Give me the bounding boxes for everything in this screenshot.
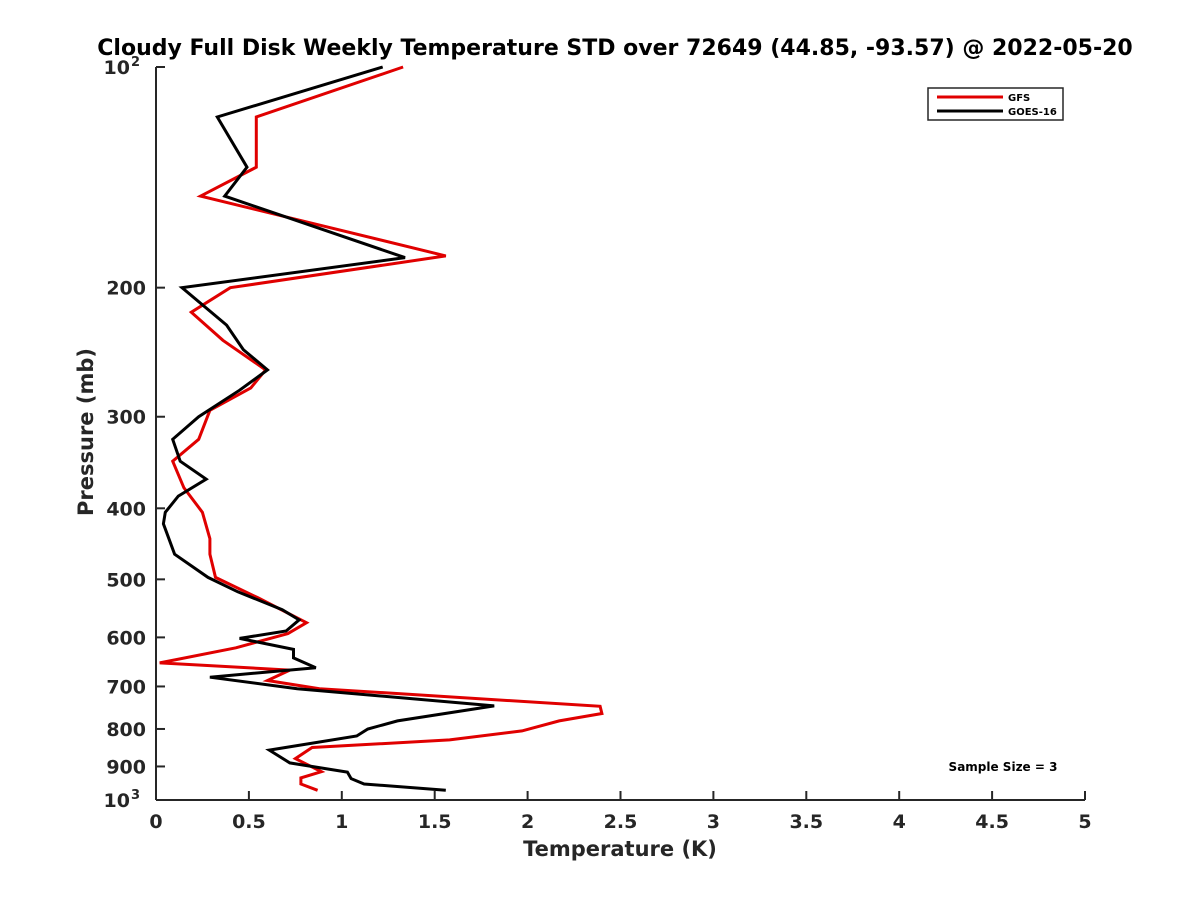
- x-tick-label: 2.5: [604, 811, 638, 833]
- y-tick-label: 300: [106, 407, 146, 429]
- x-tick-label: 2: [521, 811, 534, 833]
- y-tick-label: 10: [104, 57, 130, 79]
- x-tick-label: 0.5: [232, 811, 266, 833]
- legend-box: [927, 87, 1064, 121]
- x-tick-label: 3.5: [789, 811, 823, 833]
- y-tick-label: 600: [106, 627, 146, 649]
- legend-label: GOES-16: [1008, 107, 1057, 118]
- x-axis-label: Temperature (K): [523, 837, 717, 861]
- y-axis-label: Pressure (mb): [74, 348, 98, 516]
- series-layer: [159, 65, 604, 792]
- y-tick-exponent: 3: [131, 788, 140, 803]
- sample-size-annotation: Sample Size = 3: [949, 760, 1058, 774]
- x-tick-label: 4: [893, 811, 906, 833]
- x-tick-label: 5: [1078, 811, 1091, 833]
- x-tick-label: 1: [335, 811, 348, 833]
- x-tick-label: 4.5: [975, 811, 1009, 833]
- chart-title: Cloudy Full Disk Weekly Temperature STD …: [97, 36, 1132, 61]
- series-line-goes-16: [161, 65, 495, 792]
- y-tick-exponent: 2: [131, 55, 140, 70]
- x-tick-label: 1.5: [418, 811, 452, 833]
- y-tick-label: 200: [106, 278, 146, 300]
- legend-label: GFS: [1008, 93, 1030, 104]
- x-tick-label: 0: [149, 811, 162, 833]
- x-tick-label: 3: [707, 811, 720, 833]
- y-tick-label: 500: [106, 569, 146, 591]
- y-tick-label: 700: [106, 676, 146, 698]
- y-tick-label: 900: [106, 756, 146, 778]
- legend: GFS GOES-16: [927, 87, 1064, 121]
- y-tick-label: 800: [106, 719, 146, 741]
- y-tick-label: 400: [106, 498, 146, 520]
- y-tick-label: 10: [104, 790, 130, 812]
- plot-axes: 0 0.5 1 1.5 2 2.5 3 3.5 4 4.5 510 22003004005006007…: [104, 55, 1092, 833]
- series-line-gfs: [159, 65, 604, 792]
